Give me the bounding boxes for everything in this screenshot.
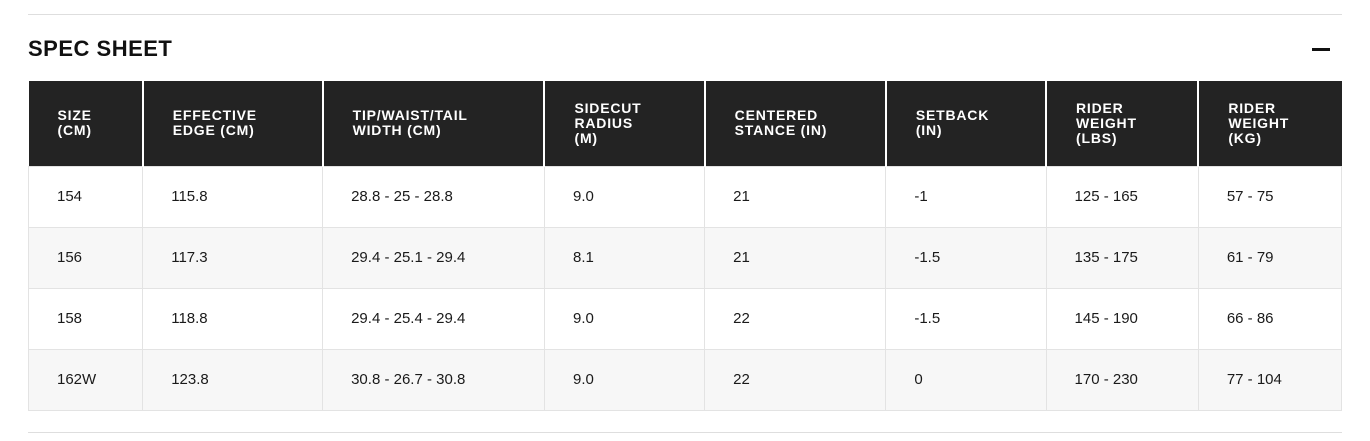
bottom-divider [28,431,1342,433]
cell-sidecut-radius: 9.0 [543,287,706,350]
cell-rider-weight-kg: 66 - 86 [1197,287,1343,350]
cell-sidecut-radius: 9.0 [543,165,706,228]
cell-centered-stance: 21 [704,165,887,228]
cell-size: 156 [27,226,144,289]
cell-centered-stance: 22 [704,287,887,350]
cell-effective-edge: 123.8 [142,348,324,411]
cell-effective-edge: 117.3 [142,226,324,289]
cell-rider-weight-lbs: 135 - 175 [1045,226,1199,289]
cell-tip-waist-tail: 29.4 - 25.4 - 29.4 [322,287,545,350]
cell-effective-edge: 118.8 [142,287,324,350]
cell-tip-waist-tail: 29.4 - 25.1 - 29.4 [322,226,545,289]
spec-table: SIZE (CM) EFFECTIVE EDGE (CM) TIP/WAIST/… [27,81,1343,411]
table-row: 156 117.3 29.4 - 25.1 - 29.4 8.1 21 -1.5… [27,226,1343,289]
top-divider [28,14,1342,15]
cell-size: 154 [27,165,144,228]
cell-centered-stance: 21 [704,226,887,289]
cell-tip-waist-tail: 28.8 - 25 - 28.8 [322,165,545,228]
table-row: 162W 123.8 30.8 - 26.7 - 30.8 9.0 22 0 1… [27,348,1343,411]
table-row: 158 118.8 29.4 - 25.4 - 29.4 9.0 22 -1.5… [27,287,1343,350]
column-header-tip-waist-tail-width-cm: TIP/WAIST/TAIL WIDTH (CM) [321,81,545,166]
column-header-effective-edge-cm: EFFECTIVE EDGE (CM) [141,81,323,166]
table-header-row: SIZE (CM) EFFECTIVE EDGE (CM) TIP/WAIST/… [28,81,1342,166]
column-header-setback-in: SETBACK (IN) [884,81,1047,166]
column-header-rider-weight-lbs: RIDER WEIGHT (LBS) [1045,81,1199,166]
column-header-centered-stance-in: CENTERED STANCE (IN) [703,81,886,166]
cell-effective-edge: 115.8 [142,165,324,228]
cell-centered-stance: 22 [704,348,887,411]
table-row: 154 115.8 28.8 - 25 - 28.8 9.0 21 -1 125… [27,165,1343,228]
column-header-size-cm: SIZE (CM) [28,81,143,166]
column-header-rider-weight-kg: RIDER WEIGHT (KG) [1197,81,1342,166]
cell-rider-weight-lbs: 125 - 165 [1045,165,1199,228]
column-header-sidecut-radius-m: SIDECUT RADIUS (M) [543,81,705,166]
cell-sidecut-radius: 9.0 [543,348,706,411]
cell-sidecut-radius: 8.1 [543,226,706,289]
cell-setback: -1.5 [885,287,1047,350]
cell-size: 162W [27,348,144,411]
cell-tip-waist-tail: 30.8 - 26.7 - 30.8 [322,348,545,411]
cell-rider-weight-kg: 57 - 75 [1197,165,1343,228]
cell-size: 158 [27,287,144,350]
cell-setback: -1 [885,165,1047,228]
cell-setback: 0 [885,348,1047,411]
cell-setback: -1.5 [885,226,1047,289]
cell-rider-weight-kg: 77 - 104 [1197,348,1343,411]
page-title: SPEC SHEET [28,36,173,61]
cell-rider-weight-kg: 61 - 79 [1197,226,1343,289]
cell-rider-weight-lbs: 170 - 230 [1045,348,1199,411]
collapse-section-button[interactable] [1312,40,1330,58]
cell-rider-weight-lbs: 145 - 190 [1045,287,1199,350]
section-header: SPEC SHEET [28,36,1342,62]
minus-icon [1312,47,1330,51]
